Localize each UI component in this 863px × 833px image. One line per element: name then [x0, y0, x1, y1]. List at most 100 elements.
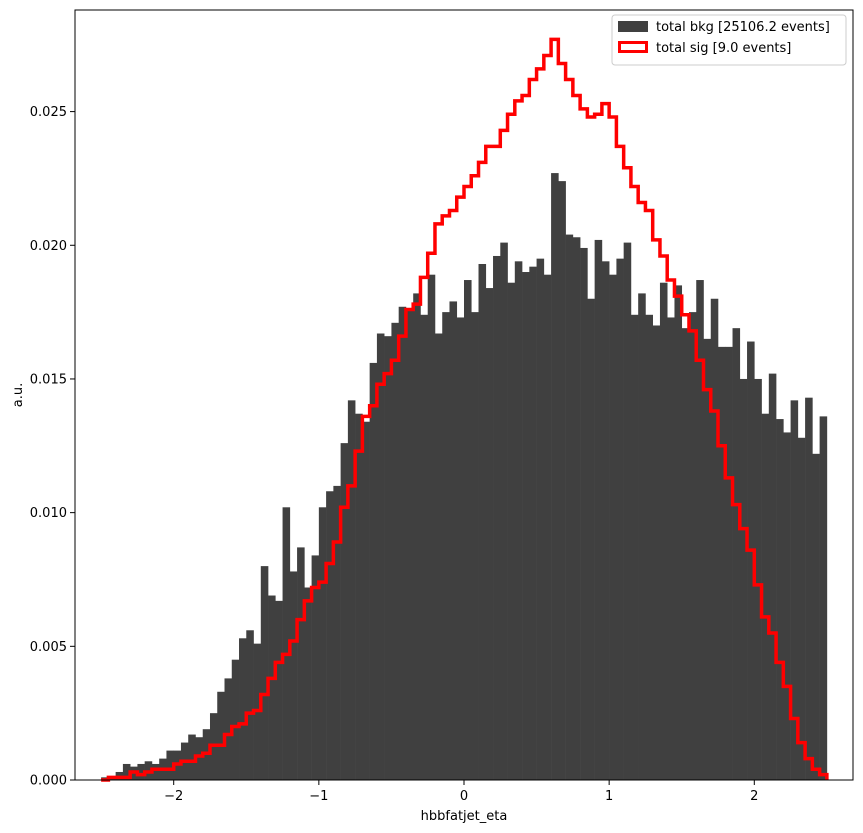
background-bar [376, 333, 385, 780]
background-bar [471, 312, 479, 780]
background-bar [565, 234, 574, 781]
y-tick-label: 0.010 [30, 506, 67, 521]
background-bar [514, 261, 523, 780]
background-bar [275, 600, 283, 780]
background-bar [449, 301, 458, 780]
background-bar [478, 263, 487, 780]
background-bar [166, 750, 175, 780]
background-bar [623, 242, 632, 780]
background-bar [819, 416, 828, 780]
background-bar [420, 314, 429, 780]
background-bar [522, 272, 530, 780]
background-bar [485, 288, 494, 780]
background-bar [318, 507, 327, 780]
background-bar [151, 763, 160, 780]
background-bar [718, 346, 726, 780]
x-tick-label: 0 [460, 789, 468, 804]
background-bar [674, 285, 683, 780]
background-bar [783, 432, 791, 780]
background-bars [101, 173, 828, 781]
background-bar [405, 309, 414, 780]
y-tick-label: 0.000 [30, 774, 67, 789]
background-bar [413, 293, 421, 780]
x-tick-label: −1 [309, 789, 328, 804]
background-bar [812, 453, 820, 780]
background-bar [601, 261, 610, 780]
x-axis: −2 −1 0 1 2 [164, 780, 758, 804]
background-bar [246, 630, 254, 780]
legend-swatch-signal [618, 41, 648, 53]
background-bar [710, 298, 719, 780]
background-bar [776, 419, 784, 780]
background-bar [587, 298, 595, 780]
background-bar [122, 763, 131, 780]
background-bar [725, 346, 733, 780]
background-bar [696, 280, 704, 780]
background-bar [500, 242, 508, 780]
background-bar [369, 362, 378, 780]
y-tick-label: 0.015 [30, 372, 67, 387]
background-bar [282, 507, 291, 780]
background-bar [572, 237, 581, 780]
background-bar [768, 373, 777, 780]
background-bar [529, 266, 537, 781]
background-bar [347, 400, 356, 780]
background-bar [260, 566, 269, 780]
background-bar [297, 547, 305, 780]
background-bar [311, 555, 320, 780]
background-bar [667, 317, 675, 780]
background-bar [616, 258, 624, 780]
background-bar [652, 325, 661, 780]
background-bar [761, 413, 770, 780]
background-bar [543, 274, 552, 780]
x-tick-label: 2 [750, 789, 758, 804]
background-bar [217, 691, 225, 780]
y-tick-label: 0.025 [30, 105, 67, 120]
background-bar [289, 571, 298, 780]
background-bar [188, 734, 196, 780]
background-bar [384, 336, 392, 780]
background-bar [645, 314, 653, 780]
background-bar [747, 341, 755, 780]
background-bar [790, 400, 799, 780]
background-bar [558, 181, 566, 781]
background-bar [391, 322, 399, 780]
background-bar [493, 255, 501, 780]
background-bar [333, 485, 341, 780]
background-bar [224, 678, 233, 780]
y-axis-label: a.u. [11, 383, 26, 407]
background-bar [434, 333, 443, 780]
background-bar [340, 443, 349, 780]
background-bar [703, 338, 712, 780]
background-bar [630, 314, 639, 780]
background-bar [681, 328, 690, 780]
background-bar [507, 282, 516, 780]
x-axis-label: hbbfatjet_eta [421, 809, 508, 824]
background-bar [442, 312, 450, 780]
y-axis: 0.000 0.005 0.010 0.015 0.020 0.025 [30, 105, 75, 789]
legend-label-background: total bkg [25106.2 events] [656, 20, 830, 35]
background-bar [304, 587, 312, 780]
x-tick-label: −2 [164, 789, 183, 804]
background-bar [580, 247, 588, 780]
background-bar [464, 280, 472, 780]
background-bar [362, 421, 370, 780]
background-bar [594, 239, 603, 781]
legend: total bkg [25106.2 events] total sig [9.… [611, 14, 847, 66]
background-bar [137, 763, 145, 780]
background-bar [355, 413, 363, 780]
background-bar [551, 173, 559, 780]
background-bar [659, 282, 668, 780]
legend-swatch-background [618, 21, 648, 32]
signal-step-line [101, 37, 829, 782]
background-bar [609, 274, 617, 780]
background-bar [638, 293, 646, 780]
background-bar [239, 638, 247, 780]
y-tick-label: 0.020 [30, 239, 67, 254]
background-bar [688, 312, 697, 780]
background-bar [268, 595, 276, 780]
background-bar [231, 659, 240, 780]
background-bar [732, 328, 741, 780]
background-bar [739, 378, 748, 780]
